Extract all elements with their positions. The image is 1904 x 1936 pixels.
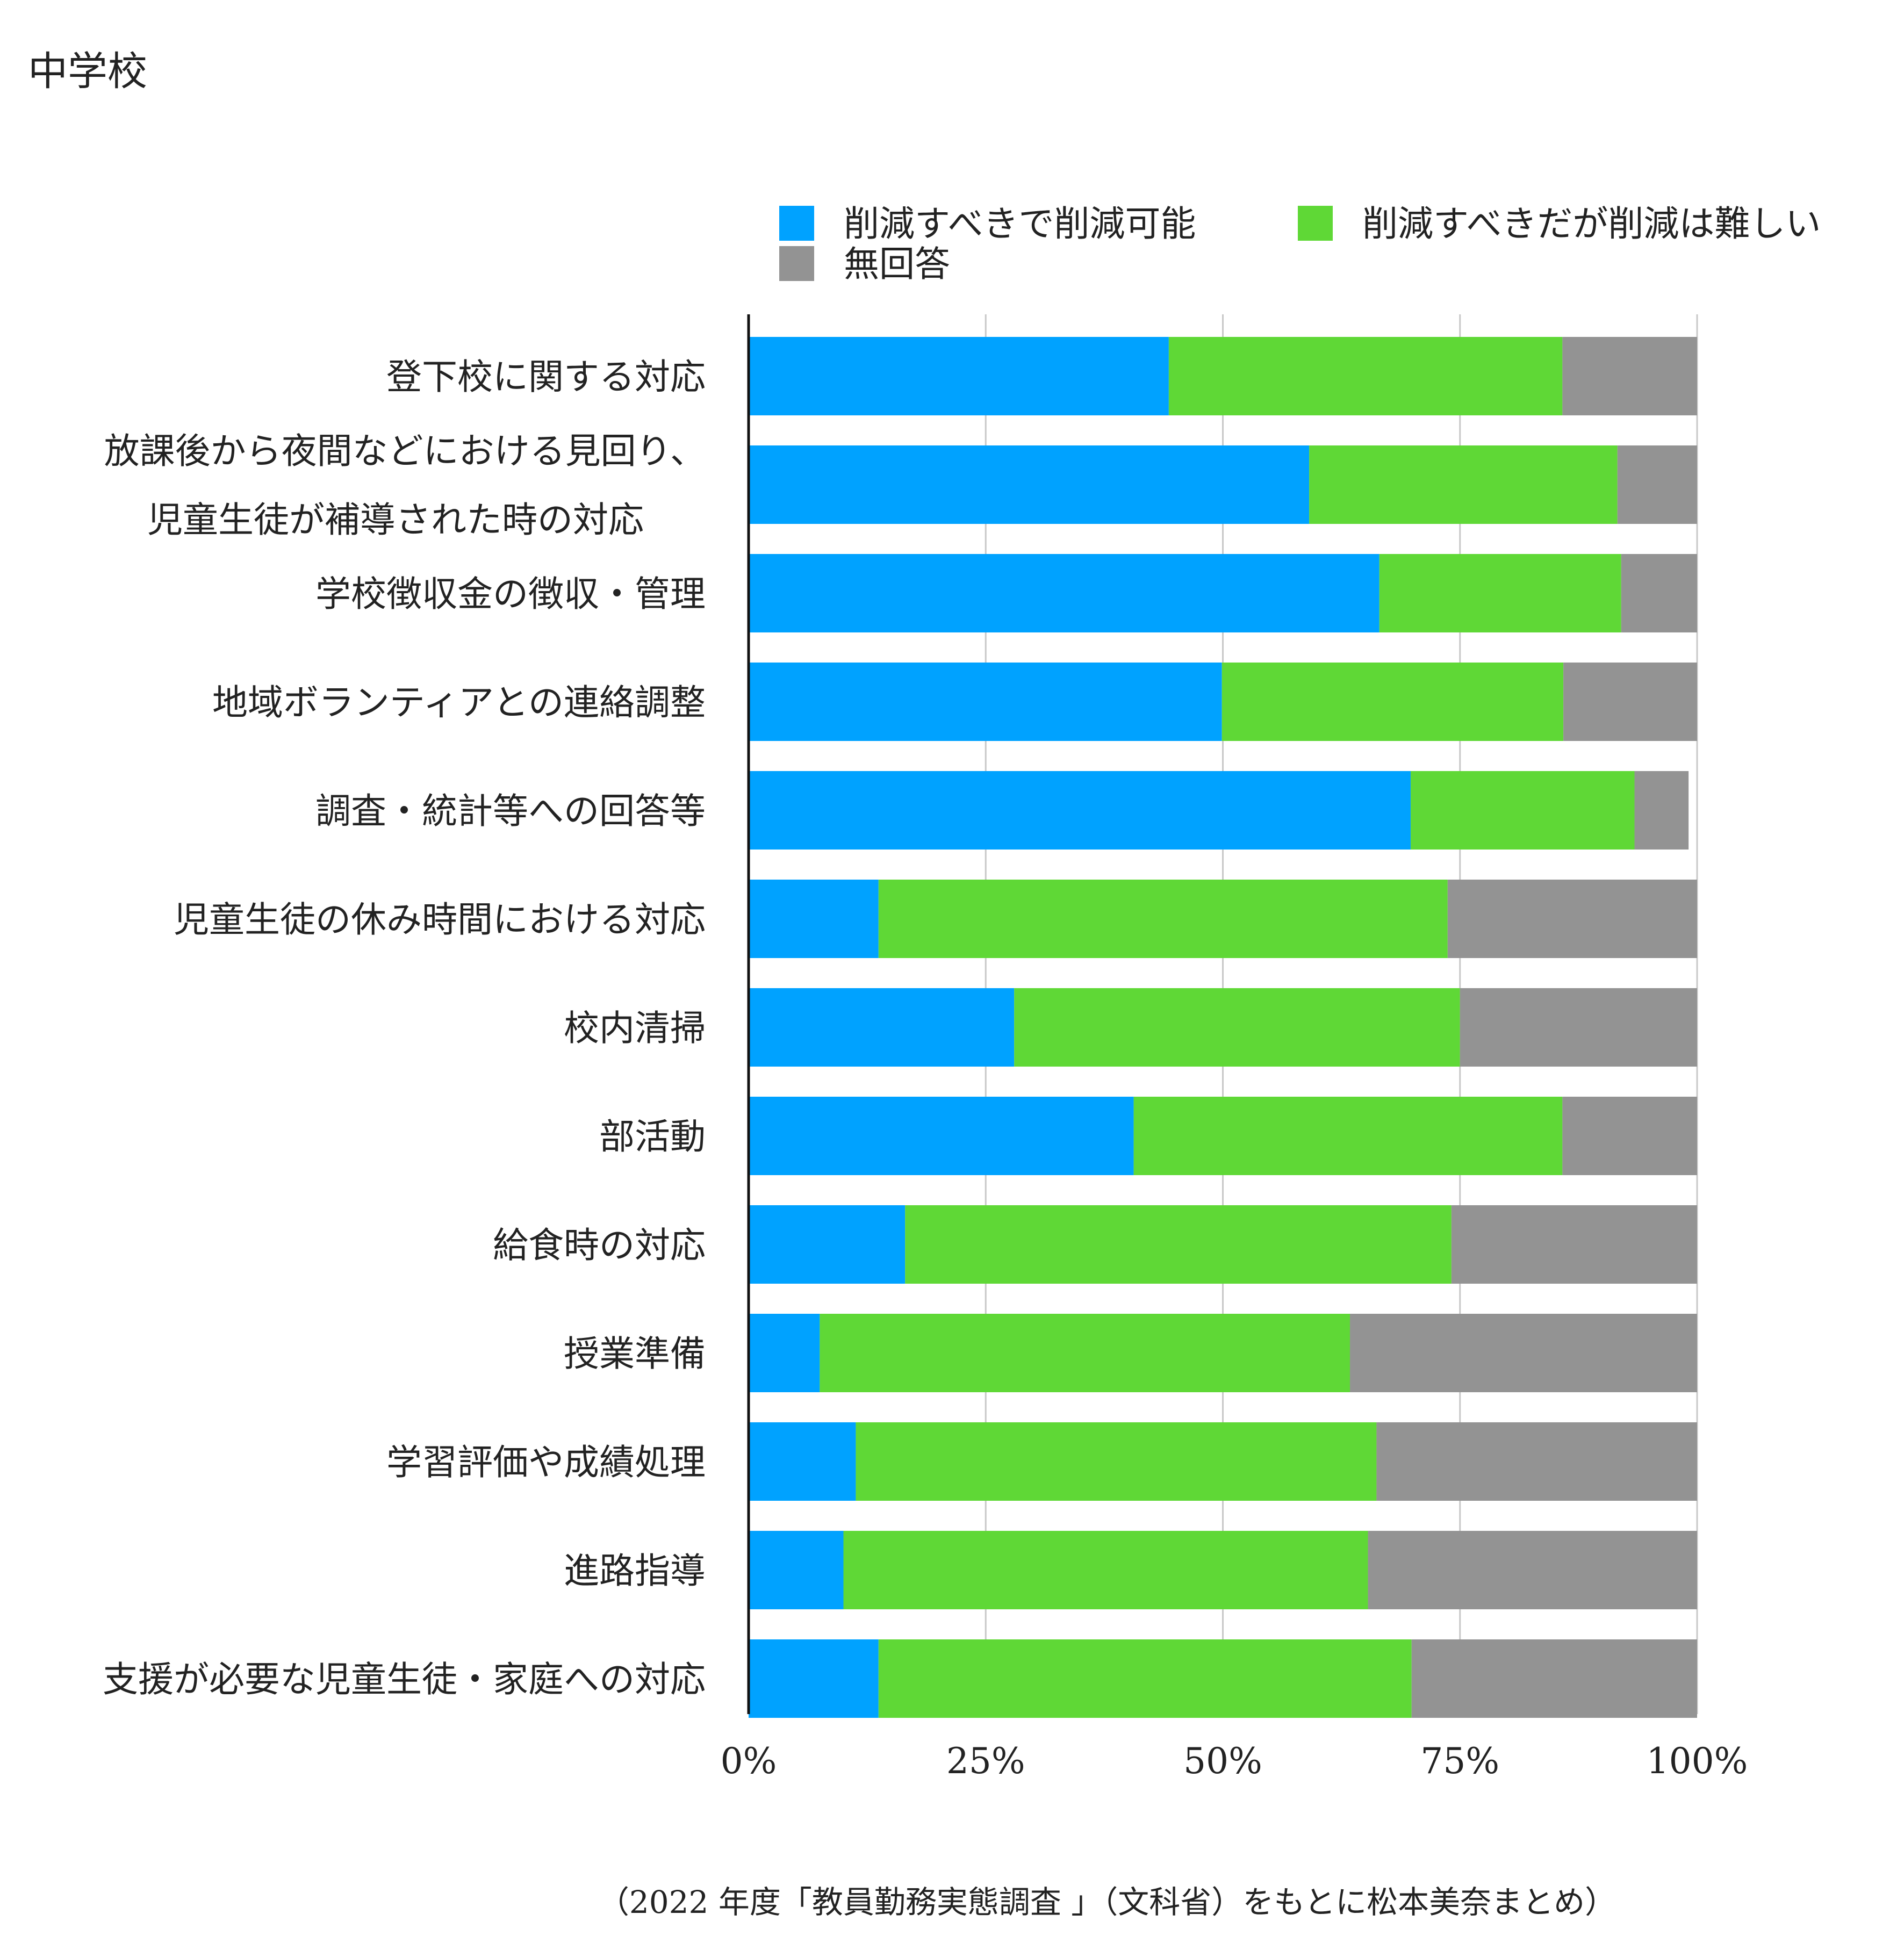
category-label-2: 学校徴収金の徴収・管理 <box>315 573 706 615</box>
bar-6-series-0 <box>749 988 1015 1067</box>
category-label-4: 調査・統計等への回答等 <box>315 790 706 832</box>
bar-9-series-2 <box>1350 1314 1697 1392</box>
bar-11-series-0 <box>749 1531 844 1609</box>
bar-12-series-0 <box>749 1639 879 1718</box>
bar-3-series-0 <box>749 663 1222 741</box>
legend-label-1: 削減すべきだが削減は難しい <box>1362 203 1821 244</box>
bar-8-series-2 <box>1451 1205 1697 1284</box>
bar-12-series-2 <box>1411 1639 1697 1718</box>
bar-7-series-2 <box>1562 1097 1697 1175</box>
bar-8-series-1 <box>905 1205 1452 1284</box>
bar-11-series-2 <box>1368 1531 1697 1609</box>
source-caption: （2022 年度「教員勤務実態調査 」（文科省）をもとに松本美奈まとめ） <box>598 1884 1616 1920</box>
bar-0-series-1 <box>1168 337 1563 415</box>
category-label-10: 学習評価や成績処理 <box>386 1442 706 1483</box>
category-label-1-line-1: 児童生徒が補導された時の対応 <box>147 499 644 541</box>
bar-9-series-1 <box>820 1314 1350 1392</box>
bar-10-series-1 <box>856 1422 1377 1501</box>
bar-12-series-1 <box>878 1639 1412 1718</box>
category-label-9: 授業準備 <box>564 1333 706 1374</box>
bar-6-series-2 <box>1460 988 1697 1067</box>
x-tick-label-1: 25% <box>946 1740 1025 1782</box>
bar-4-series-2 <box>1634 771 1689 850</box>
bar-4-series-0 <box>749 771 1411 850</box>
category-label-3: 地域ボランティアとの連絡調整 <box>212 682 706 723</box>
bar-10-series-0 <box>749 1422 856 1501</box>
legend-swatch-0 <box>779 206 814 241</box>
category-label-8: 給食時の対応 <box>493 1225 706 1266</box>
x-tick-label-3: 75% <box>1420 1740 1499 1782</box>
bar-0-series-0 <box>749 337 1169 415</box>
bar-9-series-0 <box>749 1314 820 1392</box>
bar-5-series-0 <box>749 880 879 958</box>
chart-title: 中学校 <box>28 48 147 95</box>
bar-10-series-2 <box>1376 1422 1697 1501</box>
category-label-5: 児童生徒の休み時間における対応 <box>174 899 706 940</box>
bar-1-series-0 <box>749 445 1310 524</box>
bar-2-series-2 <box>1621 554 1697 632</box>
legend-label-2: 無回答 <box>844 243 950 285</box>
bar-2-series-0 <box>749 554 1379 632</box>
bar-0-series-2 <box>1562 337 1697 415</box>
bar-2-series-1 <box>1379 554 1621 632</box>
x-tick-label-2: 50% <box>1183 1740 1262 1782</box>
legend-label-0: 削減すべきで削減可能 <box>844 203 1196 244</box>
x-tick-labels: 0% 25% 50% 75% 100% <box>721 1740 1748 1782</box>
category-label-0: 登下校に関する対応 <box>386 356 706 398</box>
bar-6-series-1 <box>1014 988 1460 1067</box>
bar-3-series-2 <box>1563 663 1697 741</box>
bar-7-series-0 <box>749 1097 1134 1175</box>
category-label-1-line-0: 放課後から夜間などにおける見回り、 <box>104 430 706 472</box>
bar-4-series-1 <box>1410 771 1635 850</box>
bar-7-series-1 <box>1133 1097 1563 1175</box>
legend-swatch-1 <box>1298 206 1333 241</box>
bar-5-series-1 <box>878 880 1448 958</box>
category-label-12: 支援が必要な児童生徒・家庭への対応 <box>103 1659 706 1700</box>
legend-swatch-2 <box>779 246 814 281</box>
bars <box>749 337 1697 1718</box>
bar-3-series-1 <box>1222 663 1564 741</box>
category-label-7: 部活動 <box>599 1116 706 1157</box>
bar-8-series-0 <box>749 1205 906 1284</box>
bar-11-series-1 <box>843 1531 1368 1609</box>
x-tick-label-0: 0% <box>721 1740 777 1782</box>
x-tick-label-4: 100% <box>1647 1740 1748 1782</box>
category-labels: 登下校に関する対応放課後から夜間などにおける見回り、児童生徒が補導された時の対応… <box>103 356 706 1700</box>
bar-1-series-2 <box>1617 445 1697 524</box>
category-label-6: 校内清掃 <box>564 1007 706 1049</box>
bar-5-series-2 <box>1447 880 1697 958</box>
bar-1-series-1 <box>1309 445 1618 524</box>
category-label-11: 進路指導 <box>564 1550 706 1592</box>
